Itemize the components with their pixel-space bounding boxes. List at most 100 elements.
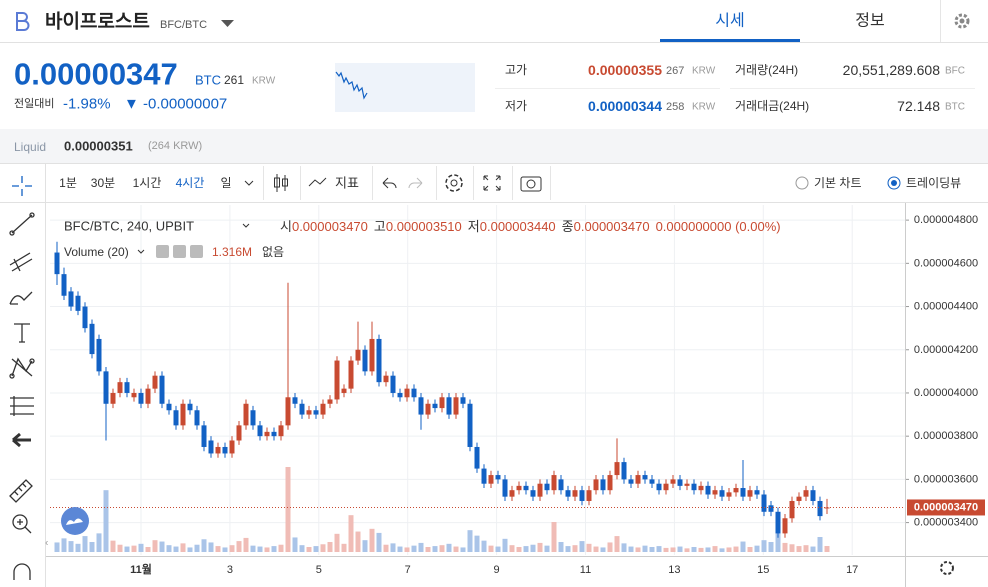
chart-mode[interactable]: 기본 차트	[814, 176, 862, 190]
tab[interactable]: 정보	[855, 12, 884, 30]
volume-bar	[173, 546, 179, 552]
liquid-krw: (264 KRW)	[148, 140, 202, 152]
candle-body	[208, 440, 214, 454]
volume-bar	[376, 532, 382, 552]
candle-body	[607, 475, 613, 491]
chart-settings-icon[interactable]	[445, 174, 463, 192]
x-tick-label: 11	[580, 564, 591, 576]
volume-bar	[768, 542, 774, 552]
candle-body	[649, 479, 655, 484]
candle-body	[474, 446, 480, 469]
volume-bar	[670, 547, 676, 552]
volume-bar	[733, 546, 739, 552]
candle-type-icon[interactable]	[274, 174, 288, 192]
volume-caret[interactable]	[137, 249, 145, 254]
candle-body	[628, 479, 634, 484]
stat-value: 72.148	[897, 98, 940, 114]
interval[interactable]: 1시간	[133, 176, 162, 190]
chart-title: BFC/BTC, 240, UPBIT	[64, 219, 194, 234]
stat-krw: 258	[666, 101, 684, 113]
candle-body	[54, 252, 60, 275]
change-rate: -1.98%	[63, 96, 111, 113]
interval[interactable]: 4시간	[176, 176, 205, 190]
interval[interactable]: 일	[220, 176, 231, 190]
volume-bar	[726, 547, 732, 552]
tab[interactable]: 시세	[715, 12, 744, 30]
volume-bar	[257, 546, 263, 552]
y-tick-label: 0.000004000	[914, 387, 978, 399]
volume-bar	[243, 537, 249, 552]
volume-bar	[236, 541, 242, 552]
volume-bar	[754, 545, 760, 552]
volume-bar	[537, 542, 543, 552]
candle-body	[782, 518, 788, 534]
interval[interactable]: 1분	[59, 176, 77, 190]
volume-bar	[89, 542, 95, 552]
drawing-tools[interactable]	[9, 176, 35, 580]
volume-bar	[418, 542, 424, 552]
candle-body	[313, 410, 319, 415]
volume-bar	[698, 547, 704, 552]
candle-body	[131, 392, 137, 398]
candle-body	[796, 496, 802, 501]
volume-bar	[628, 546, 634, 552]
stat-label: 거래대금(24H)	[735, 99, 809, 113]
volume-bar	[138, 543, 144, 552]
price-label: 0.000003470	[914, 501, 978, 513]
volume-bar	[96, 533, 102, 552]
volume-bar	[187, 547, 193, 552]
y-tick-label: 0.000003400	[914, 517, 978, 529]
coin-title: 바이프로스트	[45, 11, 150, 33]
candle-body	[285, 397, 291, 426]
candle-body	[201, 425, 207, 447]
candle-body	[614, 462, 620, 476]
volume-bar	[600, 547, 606, 552]
indicator-icon[interactable]	[308, 177, 327, 187]
fullscreen-icon[interactable]	[483, 175, 501, 191]
candle-body	[145, 388, 151, 404]
candle-body	[446, 397, 452, 415]
radio[interactable]	[795, 176, 809, 190]
volume-bar	[250, 545, 256, 552]
volume-bar	[383, 544, 389, 552]
title-caret[interactable]	[242, 223, 250, 228]
candle-body	[670, 479, 676, 484]
candle-body	[544, 483, 550, 491]
dropdown-arrow[interactable]	[221, 20, 234, 27]
volume-buttons[interactable]	[156, 245, 203, 258]
interval-caret[interactable]	[244, 180, 254, 186]
volume-bar	[82, 536, 88, 552]
chart-mode[interactable]: 트레이딩뷰	[906, 176, 961, 190]
volume-bar	[684, 548, 690, 552]
redo-icon[interactable]	[408, 177, 423, 189]
candle-body	[453, 397, 459, 415]
candle-body	[481, 468, 487, 484]
volume-bar	[558, 542, 564, 552]
indicator-button[interactable]: 지표	[335, 176, 359, 191]
volume-bar	[551, 522, 557, 552]
candle-body	[180, 403, 186, 426]
settings-icon[interactable]	[954, 13, 970, 29]
interval[interactable]: 30분	[91, 176, 115, 190]
ohlc-value: 0.000003470	[574, 219, 650, 234]
bottom-settings-icon[interactable]	[940, 561, 954, 575]
candle-body	[684, 483, 690, 486]
volume-bar	[747, 547, 753, 552]
volume-bar	[362, 540, 368, 552]
candle-body	[726, 492, 732, 497]
undo-icon[interactable]	[382, 177, 397, 189]
volume-bar	[341, 543, 347, 552]
tab-underline	[660, 39, 800, 42]
ohlc-key: 고	[374, 219, 386, 234]
volume-bar	[614, 536, 620, 552]
volume-bar	[586, 543, 592, 552]
candle-body	[565, 490, 571, 497]
logo	[16, 12, 30, 31]
candle-body	[803, 490, 809, 497]
scroll-arrow[interactable]: ‹	[45, 538, 48, 549]
stat-label: 저가	[505, 99, 527, 113]
candle-body	[761, 494, 767, 512]
screenshot-icon[interactable]	[520, 176, 542, 192]
candle-body	[530, 490, 536, 497]
volume-value: 1.316M	[212, 245, 252, 259]
